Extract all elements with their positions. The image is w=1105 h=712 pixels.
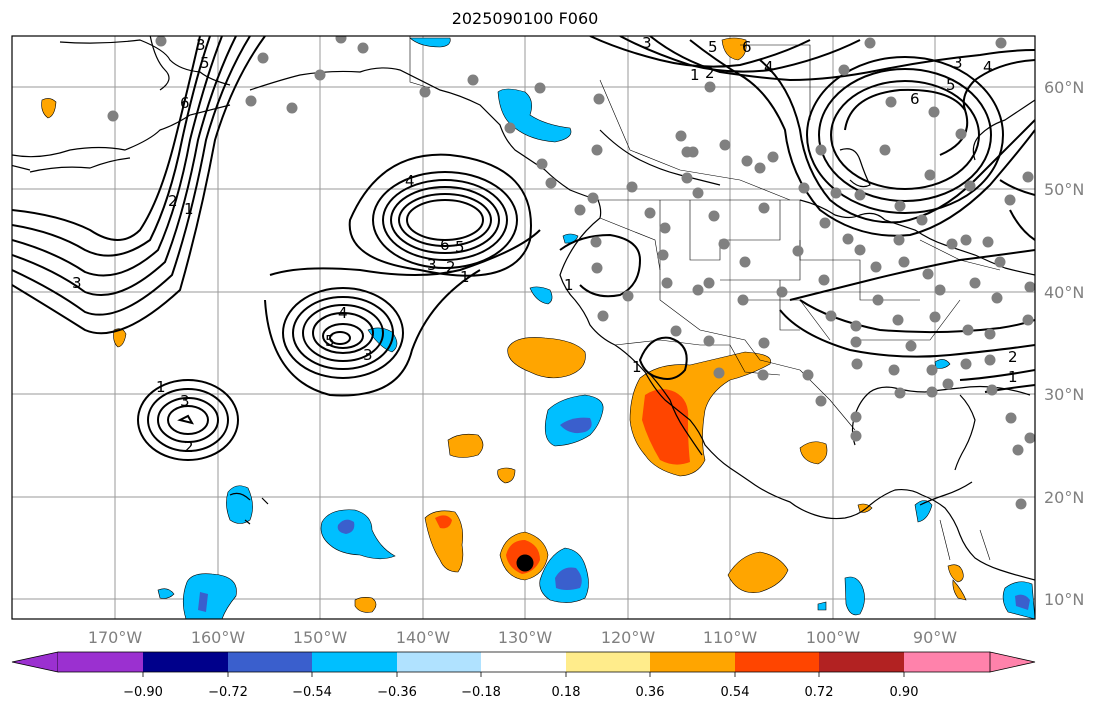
contour-label: 6 [742, 38, 752, 56]
colorbar-tick-label: 0.90 [890, 685, 919, 700]
station-markers [107, 36, 1035, 510]
colorbar-extend-low [11, 651, 59, 673]
contour-label: 1 [564, 276, 574, 294]
contour-label: 2 [705, 64, 715, 82]
contour-label: 5 [455, 238, 465, 256]
contour-label: 1 [1008, 368, 1018, 386]
lon-label: 170°W [88, 628, 143, 647]
colorbar-tick-label: −0.90 [123, 685, 163, 700]
colorbar-bin [650, 652, 735, 672]
colorbar-bin [312, 652, 397, 672]
colorbar-tick-label: 0.18 [552, 685, 581, 700]
colorbar-tick-label: −0.54 [292, 685, 332, 700]
contour-label: 4 [338, 304, 348, 322]
colorbar-bin [228, 652, 312, 672]
contour-label: 6 [180, 94, 190, 112]
contour-label: 1 [184, 200, 194, 218]
contour-label: 1 [690, 66, 700, 84]
lat-label: 20°N [1044, 488, 1084, 507]
height-contours [12, 36, 1035, 461]
colorbar-tick-label: 0.36 [636, 685, 665, 700]
colorbar-tick-label: 0.72 [805, 685, 834, 700]
contour-label: 1 [156, 378, 166, 396]
colorbar-bin [819, 652, 904, 672]
contour-label: 3 [953, 54, 963, 72]
colorbar-extend-high [989, 651, 1036, 673]
lat-label: 50°N [1044, 180, 1084, 199]
contour-label: 5 [708, 38, 718, 56]
map-title: 2025090100 F060 [451, 9, 599, 28]
contour-label: 5 [946, 76, 956, 94]
lon-label: 150°W [293, 628, 348, 647]
contour-label: 3 [72, 274, 82, 292]
contour-label: 6 [910, 90, 920, 108]
lon-label: 140°W [396, 628, 451, 647]
map-border [11, 35, 1036, 620]
contour-label: 5 [200, 54, 210, 72]
contour-label: 6 [440, 236, 450, 254]
contour-label: 4 [764, 58, 774, 76]
lat-label: 40°N [1044, 283, 1084, 302]
contour-label: 3 [196, 36, 206, 54]
colorbar-tick-label: −0.72 [208, 685, 248, 700]
colorbar-tick-label: −0.36 [377, 685, 417, 700]
contour-label: 2 [446, 258, 456, 276]
coastlines [12, 36, 1035, 581]
colorbar-bin [143, 652, 228, 672]
lon-label: 100°W [806, 628, 861, 647]
contour-label: 3 [363, 346, 373, 364]
lon-label: 90°W [913, 628, 957, 647]
colorbar-bin [904, 652, 990, 672]
colorbar: −0.90 −0.72 −0.54 −0.36 −0.18 0.18 0.36 … [11, 651, 1036, 700]
lat-label: 10°N [1044, 590, 1084, 609]
colorbar-bin [735, 652, 819, 672]
lon-label: 160°W [191, 628, 246, 647]
latitude-labels: 60°N 50°N 40°N 30°N 20°N 10°N [1044, 78, 1084, 609]
contour-label: 4 [405, 172, 415, 190]
colorbar-tick-label: 0.54 [721, 685, 750, 700]
contour-label: 3 [180, 392, 190, 410]
contour-labels: 3 5 6 2 1 3 4 6 5 3 2 1 4 5 3 1 3 2 1 3 … [72, 34, 1018, 456]
contour-label: 1 [460, 268, 470, 286]
contour-label: 4 [983, 58, 993, 76]
colorbar-tick-label: −0.18 [461, 685, 501, 700]
colorbar-bin [481, 652, 566, 672]
graticule [12, 36, 1035, 619]
contour-label: 1 [632, 358, 642, 376]
storm-center-marker [516, 554, 534, 572]
contour-label: 5 [325, 332, 335, 350]
contour-label: 2 [184, 438, 194, 456]
contour-label: 2 [168, 192, 178, 210]
longitude-labels: 170°W 160°W 150°W 140°W 130°W 120°W 110°… [88, 628, 957, 647]
colorbar-bin [58, 652, 143, 672]
lon-label: 120°W [601, 628, 656, 647]
contour-label: 3 [427, 256, 437, 274]
contour-label: 2 [1008, 348, 1018, 366]
positive-anomaly-shading [41, 37, 967, 613]
lon-label: 130°W [498, 628, 553, 647]
lat-label: 30°N [1044, 385, 1084, 404]
lat-label: 60°N [1044, 78, 1084, 97]
lon-label: 110°W [703, 628, 758, 647]
contour-label: 3 [642, 34, 652, 52]
colorbar-bin [397, 652, 481, 672]
colorbar-bin [566, 652, 650, 672]
